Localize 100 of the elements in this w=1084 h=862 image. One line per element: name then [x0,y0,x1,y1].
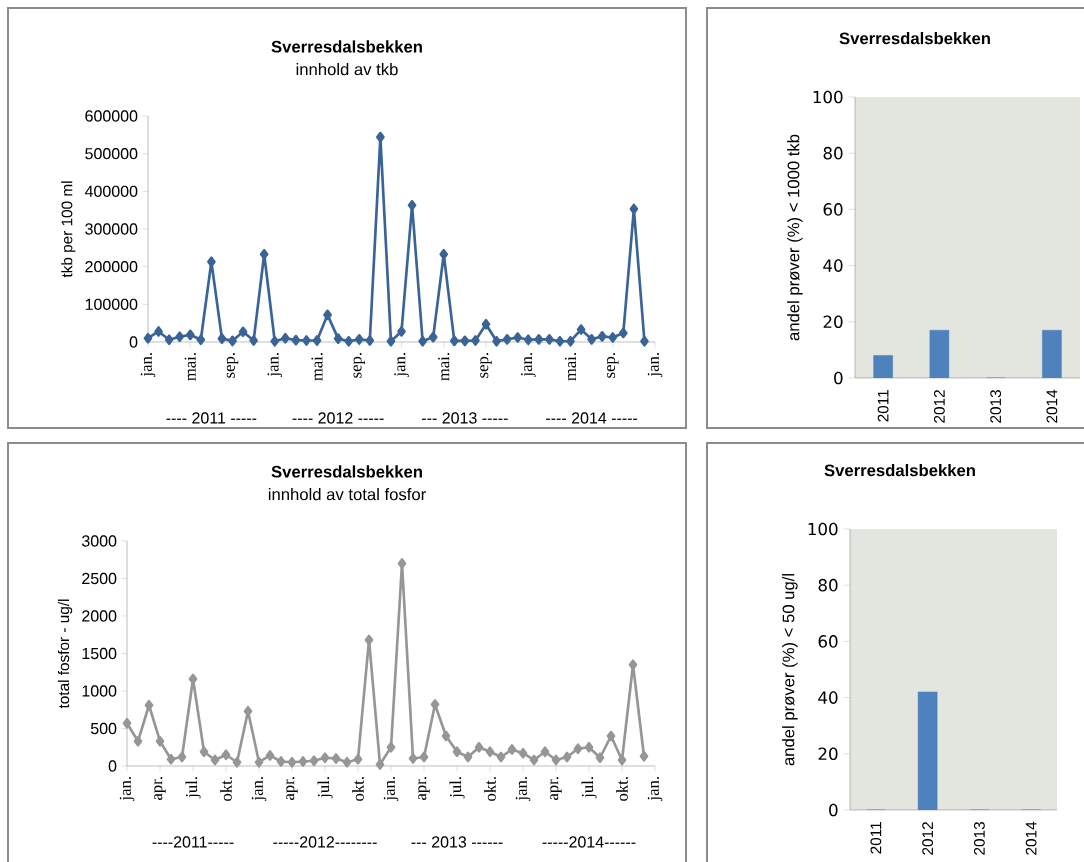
point [164,334,174,346]
x-tick-label: mai. [184,353,196,381]
x-tick-label: jan. [647,353,663,378]
x-tick-label: jan. [383,777,399,802]
text: ---- 2011 ----- [166,412,257,424]
point [502,334,512,345]
chart-title: Sverresdalsbekken [271,465,422,478]
y-tick-label: 60 [823,203,843,216]
bar [929,329,950,378]
y-tick-label: 2000 [82,610,117,622]
x-tick-label: jul. [449,777,465,799]
point [185,329,195,341]
point [344,335,354,347]
bar [873,355,893,378]
y-axis-title: tkb per 100 ml [61,181,76,278]
x-tick-label: apr. [286,777,298,800]
point [177,751,187,763]
x-tick-label: sep. [607,353,619,378]
point [540,746,550,758]
point [587,334,596,345]
point [452,746,462,758]
point [507,744,517,755]
point [551,754,561,766]
point [485,746,495,758]
point [597,331,607,342]
y-axis-title: andel prøver (%) < 50 ug/l [782,574,798,766]
chart-title: Sverresdalsbekken [824,464,975,477]
point [562,751,572,763]
y-axis-title: total fosfor - ug/l [57,599,73,709]
point [365,335,375,346]
x-tick-label: jan. [119,777,135,802]
text: -----2012-------- [273,836,377,848]
point [617,754,627,766]
point [513,332,523,343]
point [474,741,484,753]
point [576,324,586,335]
chart-subtitle: innhold av tkb [296,63,398,76]
point [196,334,206,346]
point [302,335,311,346]
point [386,335,396,347]
text: ---- 2012 ----- [292,412,384,424]
point [608,332,618,343]
y-tick-label: 2500 [82,572,117,585]
x-tick-label: 2014 [1025,821,1037,855]
y-tick-label: 100 [808,522,838,536]
x-tick-label: apr. [418,777,430,800]
x-tick-label: 2013 [973,822,985,855]
x-tick-label: mai. [564,353,577,381]
point [309,755,319,767]
point [287,756,297,768]
x-tick-label: mai. [438,353,450,381]
x-tick-label: jan. [515,777,531,802]
point [629,203,639,215]
x-tick-label: jan. [520,353,536,378]
point [232,756,242,768]
point [133,735,143,747]
point [640,335,649,347]
y-tick-label: 0 [829,803,838,817]
y-tick-label: 300000 [85,223,138,235]
point [331,753,341,764]
point [238,326,248,338]
x-tick-label: okt. [616,777,628,801]
point [155,735,165,747]
y-tick-label: 20 [823,315,843,329]
y-tick-label: 20 [818,747,838,761]
point [376,131,385,143]
point [566,335,575,347]
y-tick-label: 0 [129,336,138,348]
bar [1042,329,1062,378]
point [210,754,220,766]
x-tick-label: jul. [581,777,597,799]
x-tick-label: jul. [185,777,201,799]
x-tick-label: 2011 [877,390,889,422]
point [529,754,539,766]
point [595,752,605,764]
point [217,333,227,344]
point [430,699,440,710]
point [407,199,417,211]
point [221,749,231,761]
point [584,741,594,753]
x-tick-label: apr. [154,777,166,800]
y-tick-label: 1000 [82,685,117,697]
x-tick-label: jan. [647,777,663,802]
point [333,333,343,344]
x-tick-label: 2012 [933,390,945,423]
x-tick-label: jul. [317,777,333,799]
x-tick-label: jan. [251,777,267,802]
point [312,335,322,346]
point [573,743,583,755]
y-tick-label: 0 [108,760,117,772]
y-tick-label: 0 [834,371,843,385]
y-tick-label: 500000 [85,148,138,160]
point [323,309,332,321]
point [441,730,451,742]
point [249,335,258,346]
point [386,741,396,753]
y-tick-label: 100 [813,90,843,104]
x-tick-label: 2014 [1046,389,1058,423]
point [428,331,438,343]
point [481,318,491,330]
